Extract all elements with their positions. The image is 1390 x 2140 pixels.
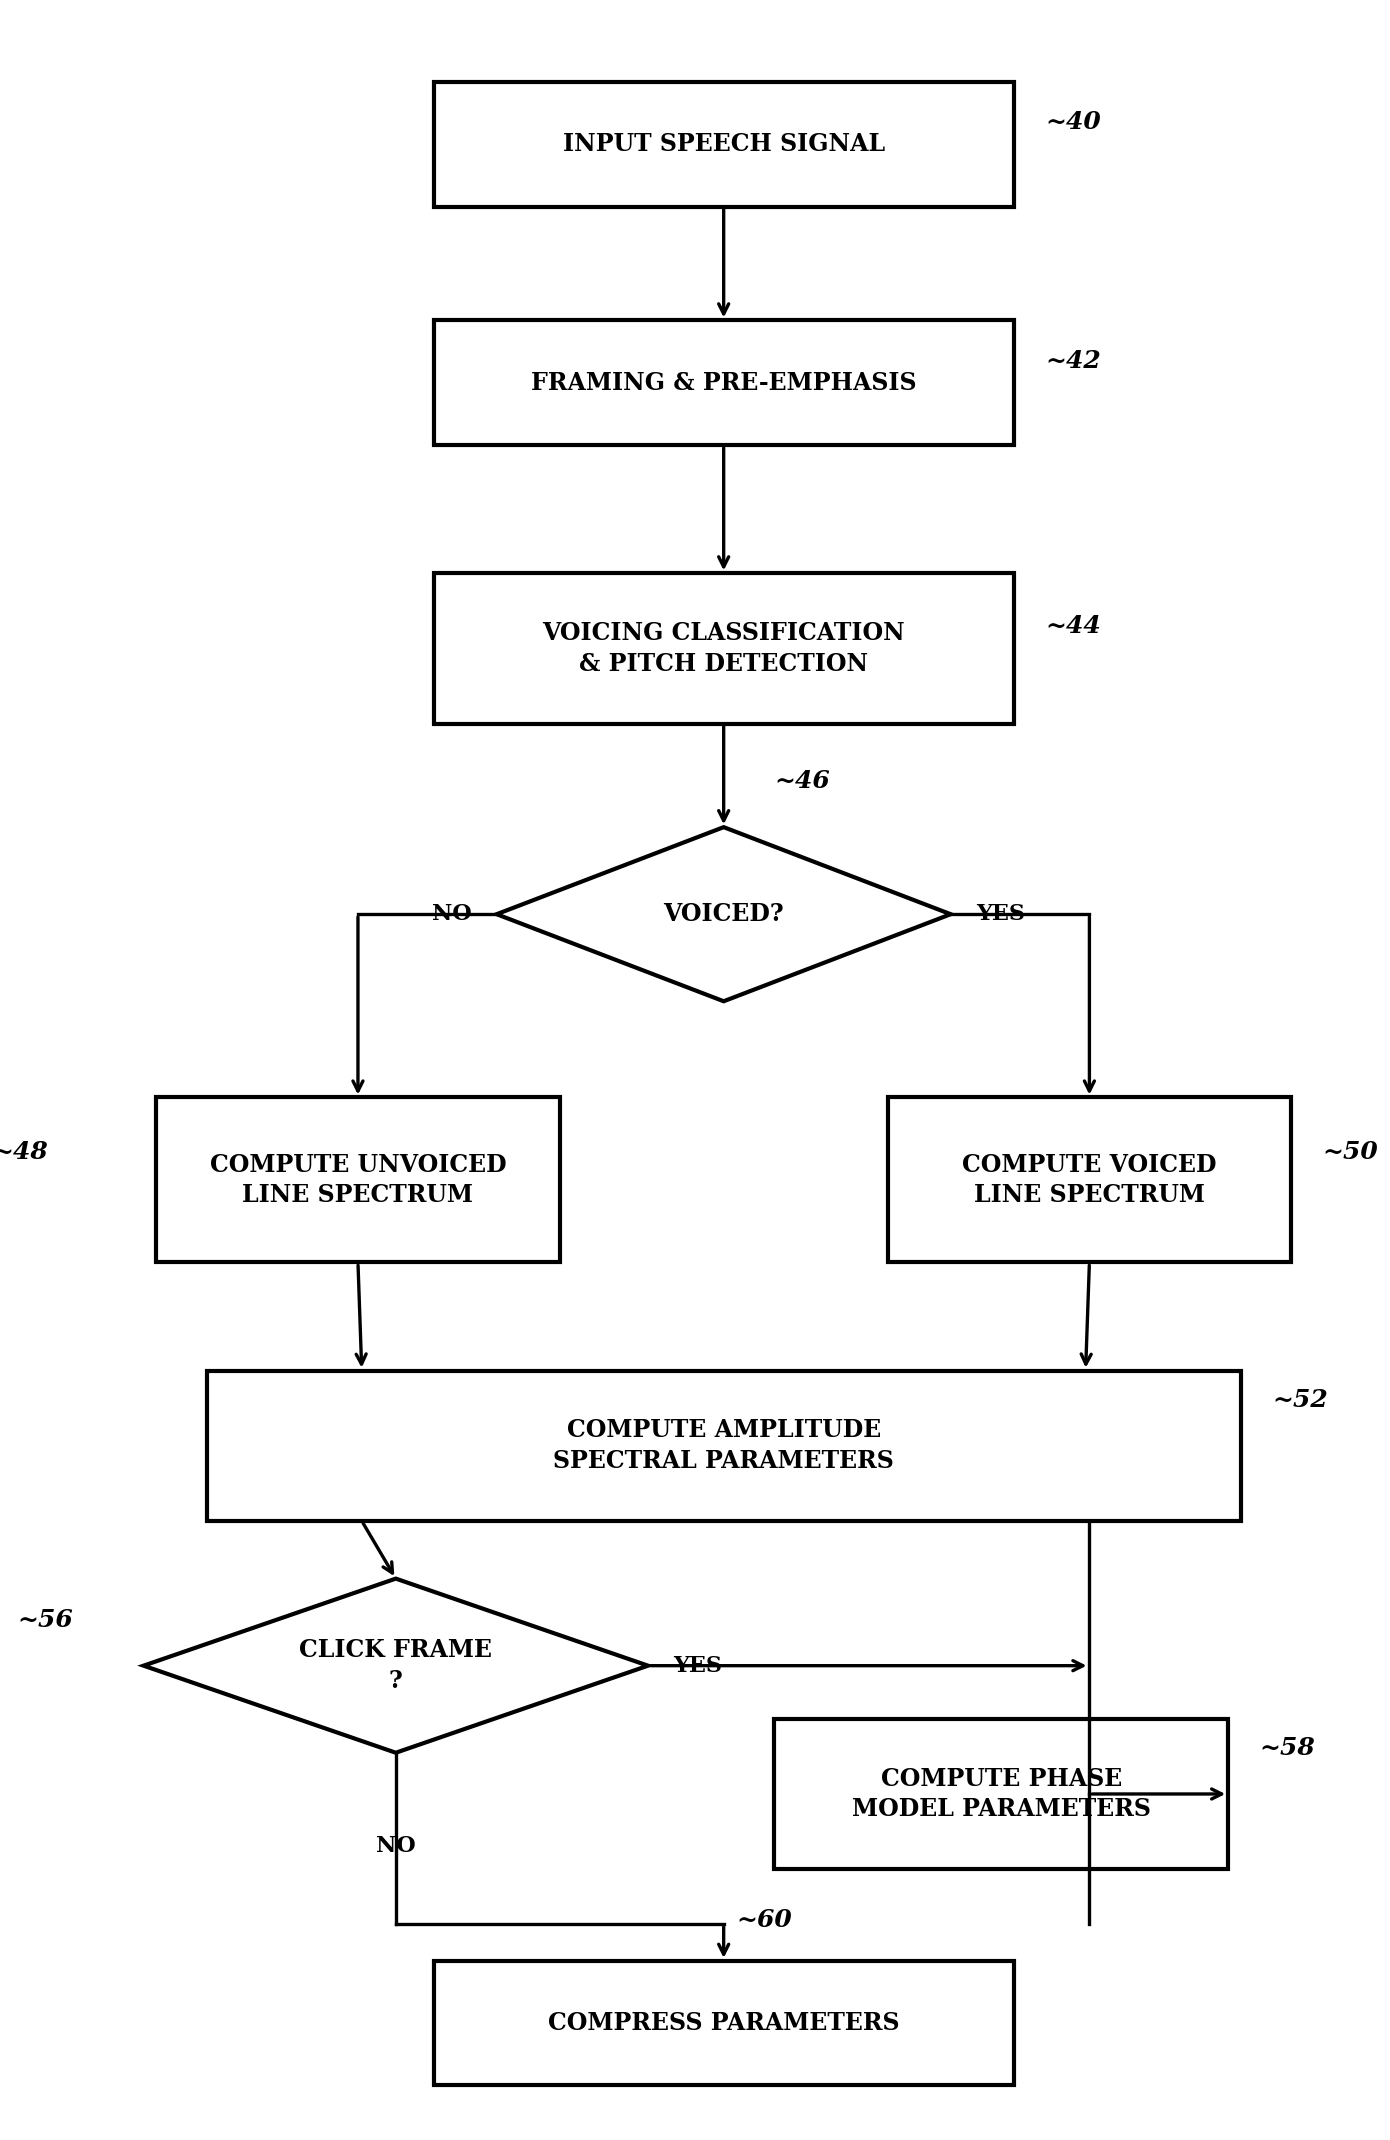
Text: NO: NO bbox=[432, 903, 471, 924]
Text: ~48: ~48 bbox=[0, 1141, 49, 1164]
Text: ~42: ~42 bbox=[1045, 349, 1101, 372]
FancyBboxPatch shape bbox=[434, 1960, 1013, 2084]
Text: COMPUTE PHASE
MODEL PARAMETERS: COMPUTE PHASE MODEL PARAMETERS bbox=[852, 1768, 1151, 1821]
Text: YES: YES bbox=[673, 1654, 723, 1676]
FancyBboxPatch shape bbox=[888, 1098, 1291, 1263]
Polygon shape bbox=[143, 1579, 648, 1753]
Text: ~44: ~44 bbox=[1045, 614, 1101, 638]
Text: COMPRESS PARAMETERS: COMPRESS PARAMETERS bbox=[548, 2012, 899, 2035]
Text: ~58: ~58 bbox=[1259, 1736, 1315, 1761]
Text: NO: NO bbox=[375, 1836, 416, 1858]
Text: COMPUTE UNVOICED
LINE SPECTRUM: COMPUTE UNVOICED LINE SPECTRUM bbox=[210, 1153, 506, 1207]
Text: ~52: ~52 bbox=[1272, 1389, 1327, 1412]
Text: VOICING CLASSIFICATION
& PITCH DETECTION: VOICING CLASSIFICATION & PITCH DETECTION bbox=[542, 621, 905, 676]
FancyBboxPatch shape bbox=[207, 1370, 1241, 1522]
Text: YES: YES bbox=[976, 903, 1024, 924]
Text: VOICED?: VOICED? bbox=[663, 903, 784, 927]
FancyBboxPatch shape bbox=[774, 1718, 1229, 1868]
FancyBboxPatch shape bbox=[434, 574, 1013, 723]
FancyBboxPatch shape bbox=[434, 321, 1013, 445]
FancyBboxPatch shape bbox=[434, 81, 1013, 208]
Text: INPUT SPEECH SIGNAL: INPUT SPEECH SIGNAL bbox=[563, 133, 885, 156]
Polygon shape bbox=[496, 828, 951, 1002]
Text: ~60: ~60 bbox=[737, 1909, 792, 1932]
Text: COMPUTE AMPLITUDE
SPECTRAL PARAMETERS: COMPUTE AMPLITUDE SPECTRAL PARAMETERS bbox=[553, 1419, 894, 1472]
Text: ~56: ~56 bbox=[18, 1607, 74, 1633]
Text: COMPUTE VOICED
LINE SPECTRUM: COMPUTE VOICED LINE SPECTRUM bbox=[962, 1153, 1216, 1207]
Text: CLICK FRAME
?: CLICK FRAME ? bbox=[299, 1639, 492, 1693]
Text: ~50: ~50 bbox=[1323, 1141, 1379, 1164]
Text: ~40: ~40 bbox=[1045, 111, 1101, 135]
FancyBboxPatch shape bbox=[156, 1098, 560, 1263]
Text: ~46: ~46 bbox=[774, 768, 830, 794]
Text: FRAMING & PRE-EMPHASIS: FRAMING & PRE-EMPHASIS bbox=[531, 370, 916, 394]
